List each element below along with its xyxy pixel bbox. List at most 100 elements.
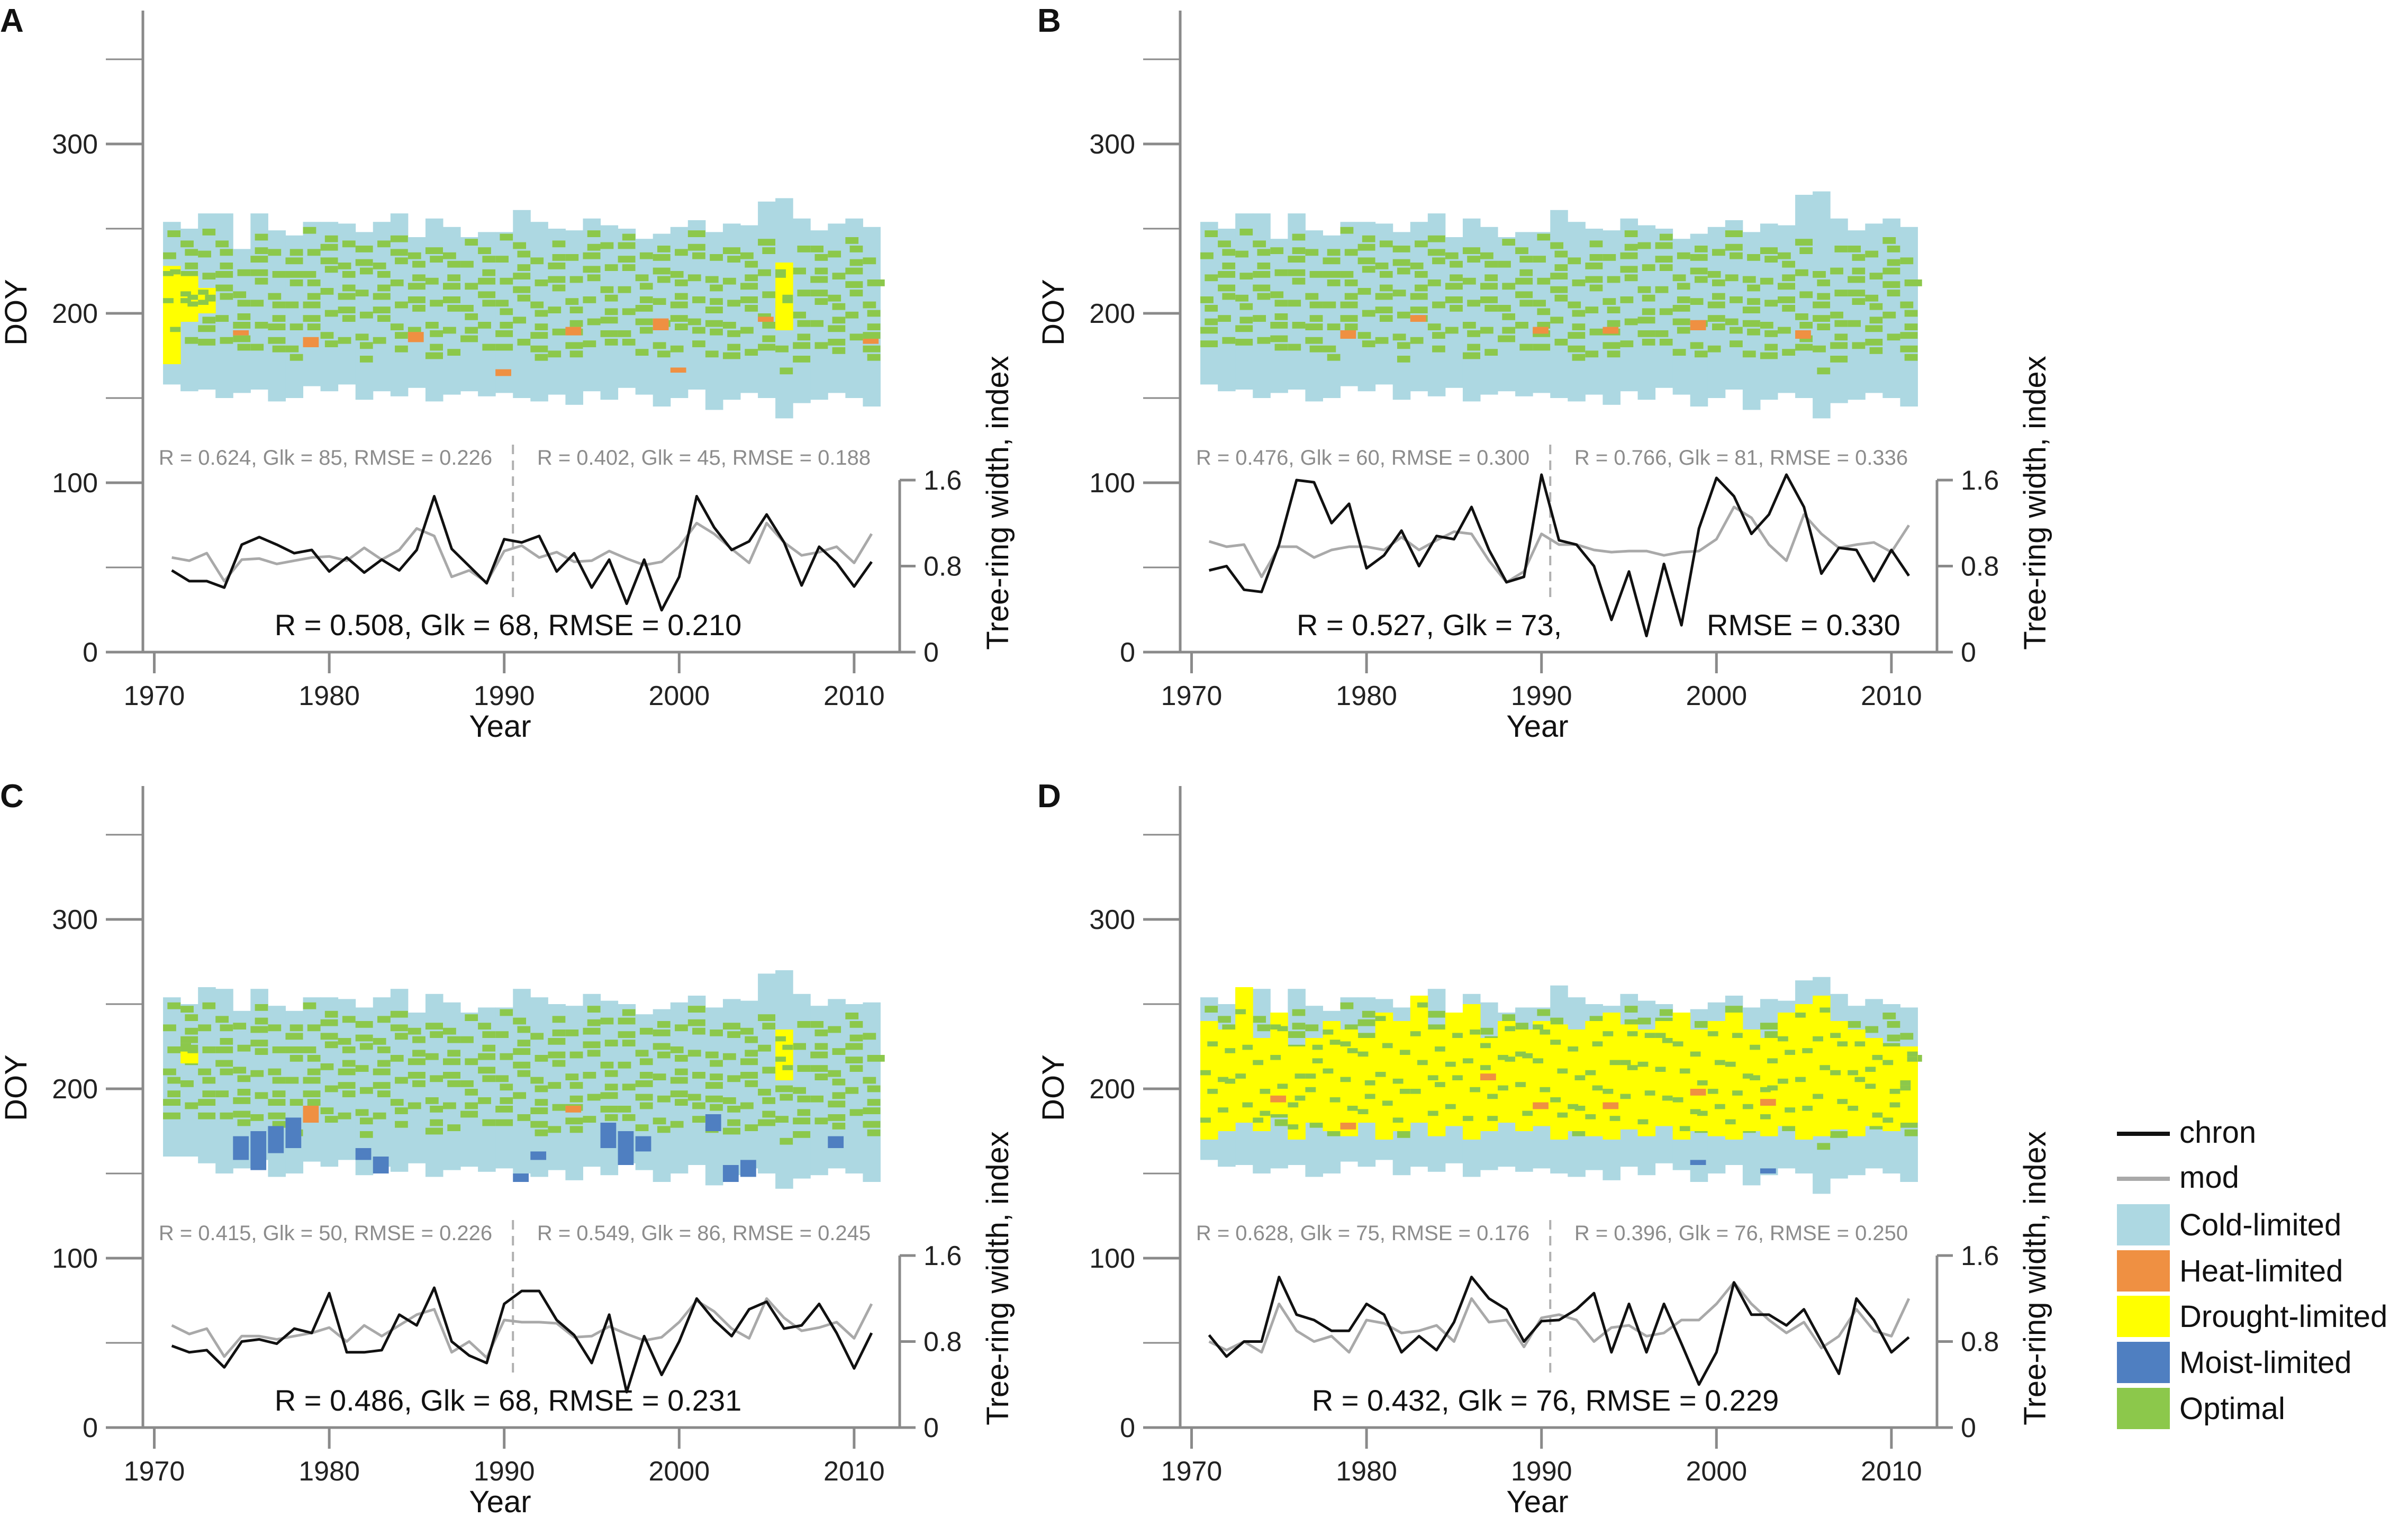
cold-limited-cell (513, 989, 531, 1173)
right-axis-title: Tree-ring width, index (2018, 1131, 2052, 1425)
optimal-cell (552, 240, 566, 248)
optimal-cell (1410, 1031, 1421, 1036)
optimal-cell (1309, 345, 1323, 353)
optimal-cell (163, 1024, 176, 1032)
left-axis-title: DOY (0, 279, 33, 346)
optimal-cell (1627, 1031, 1638, 1036)
optimal-cell (832, 1092, 846, 1099)
optimal-cell (1309, 1121, 1323, 1128)
optimal-cell (460, 260, 474, 268)
optimal-cell (500, 233, 513, 241)
optimal-cell (1603, 342, 1621, 349)
optimal-cell (622, 308, 640, 315)
heatmap (163, 970, 885, 1189)
optimal-cell (1270, 291, 1284, 299)
optimal-cell (272, 345, 286, 353)
optimal-cell (1750, 1044, 1760, 1050)
optimal-cell (845, 311, 859, 319)
optimal-cell (548, 1126, 562, 1133)
optimal-cell (618, 1106, 631, 1113)
optimal-cell (1572, 310, 1586, 317)
optimal-cell (1574, 1106, 1586, 1111)
optimal-cell (814, 1073, 828, 1080)
optimal-cell (482, 1031, 496, 1038)
optimal-cell (205, 296, 216, 302)
optimal-cell (1375, 263, 1389, 269)
optimal-cell (1364, 1080, 1375, 1086)
optimal-cell (390, 1055, 404, 1062)
optimal-cell (653, 254, 671, 261)
optimal-cell (1417, 1002, 1428, 1008)
optimal-cell (255, 247, 268, 254)
optimal-cell (355, 1021, 373, 1028)
optimal-cell (548, 263, 566, 269)
optimal-cell (1427, 1075, 1438, 1080)
optimal-cell (1205, 305, 1218, 312)
heatmap (1200, 191, 1922, 419)
optimal-cell (758, 239, 776, 246)
optimal-cell (220, 1038, 233, 1045)
left-tick-label: 300 (52, 905, 98, 935)
x-tick-label: 1990 (474, 1456, 535, 1487)
optimal-cell (565, 254, 579, 261)
legend-swatch (2117, 1204, 2170, 1245)
optimal-cell (1882, 1013, 1896, 1019)
optimal-cell (1550, 286, 1568, 293)
optimal-cell (1690, 1109, 1701, 1114)
optimal-cell (163, 298, 174, 303)
optimal-cell (1813, 1036, 1823, 1042)
optimal-cell (412, 260, 426, 268)
optimal-cell (1462, 1116, 1473, 1121)
optimal-cell (202, 317, 216, 324)
optimal-cell (618, 256, 636, 263)
optimal-cell (1714, 1060, 1725, 1066)
optimal-cell (745, 260, 758, 268)
optimal-cell (1585, 1070, 1596, 1076)
optimal-cell (1865, 1083, 1876, 1089)
optimal-cell (495, 300, 509, 307)
optimal-cell (285, 1033, 303, 1040)
optimal-cell (412, 274, 426, 282)
optimal-cell (565, 1030, 579, 1036)
optimal-cell (1498, 335, 1516, 342)
optimal-cell (1427, 1010, 1445, 1018)
cold-limited-cell (1445, 237, 1463, 388)
optimal-cell (447, 1050, 461, 1057)
optimal-cell (237, 1119, 251, 1126)
cold-limited-cell (338, 223, 356, 385)
optimal-cell (1830, 267, 1843, 275)
optimal-cell (740, 1058, 758, 1066)
optimal-cell (1288, 256, 1306, 263)
cold-limited-cell (425, 994, 443, 1177)
drought-limited-cell (180, 1051, 198, 1063)
optimal-cell (583, 266, 601, 273)
optimal-cell (1882, 237, 1896, 244)
optimal-cell (1782, 274, 1796, 282)
optimal-cell (443, 1072, 461, 1079)
optimal-cell (215, 284, 233, 292)
cold-limited-cell (338, 999, 356, 1160)
right-axis-title: Tree-ring width, index (981, 356, 1015, 650)
optimal-cell (1778, 327, 1791, 334)
optimal-cell (1557, 1112, 1568, 1118)
optimal-cell (187, 294, 198, 300)
optimal-cell (1515, 1023, 1528, 1030)
optimal-cell (1502, 327, 1516, 334)
optimal-cell (565, 342, 583, 349)
optimal-cell (1725, 230, 1743, 237)
optimal-cell (1312, 1058, 1323, 1063)
optimal-cell (1218, 1077, 1228, 1082)
optimal-cell (1554, 264, 1568, 271)
panel-label: D (1037, 778, 1061, 815)
optimal-cell (1397, 342, 1410, 349)
optimal-cell (1760, 277, 1773, 285)
optimal-cell (1795, 1013, 1806, 1018)
optimal-cell (1253, 315, 1266, 322)
optimal-cell (687, 230, 705, 237)
optimal-cell (1410, 1089, 1421, 1094)
optimal-cell (1392, 246, 1410, 252)
optimal-cell (513, 242, 527, 249)
optimal-cell (425, 1097, 439, 1104)
optimal-cell (1257, 293, 1271, 300)
